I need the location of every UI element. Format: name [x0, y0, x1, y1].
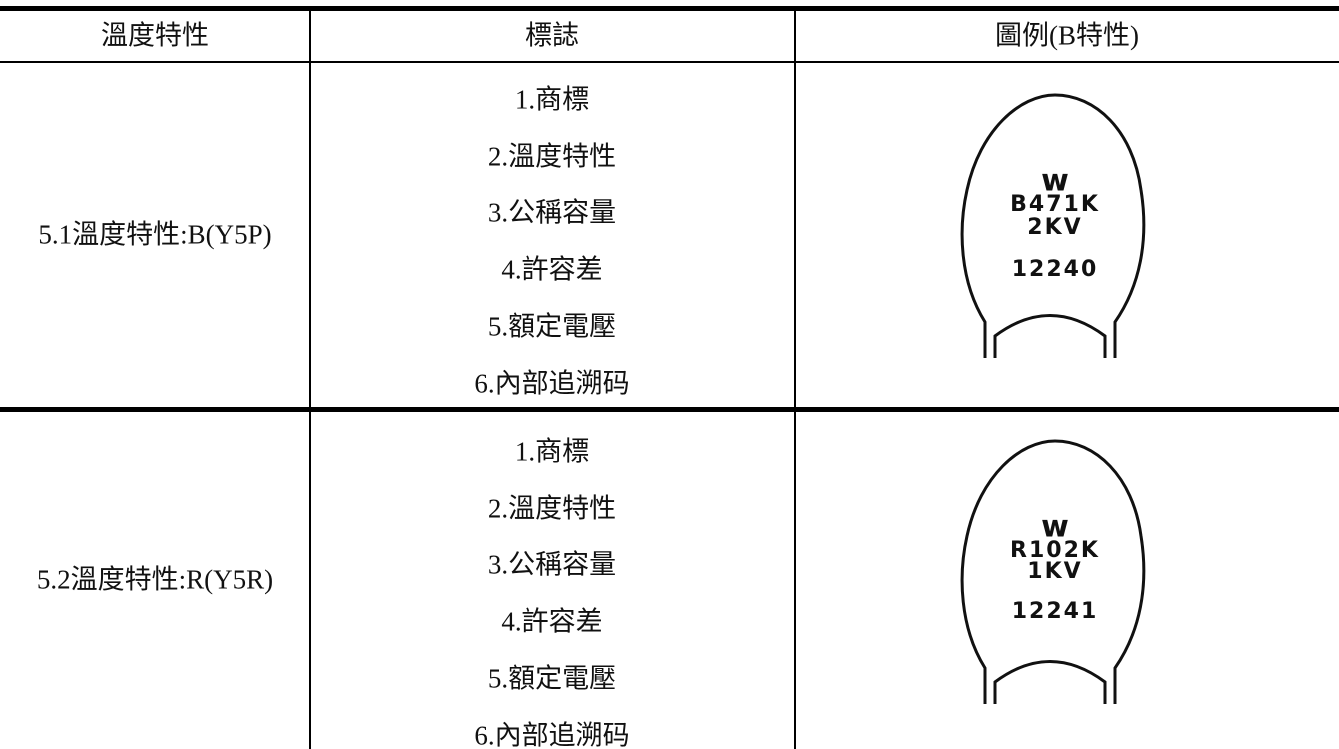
capacitor-outline [960, 93, 1146, 358]
marking-item: 2.溫度特性 [487, 493, 617, 524]
top-border [0, 6, 1339, 11]
marking-item: 3.公稱容量 [487, 197, 617, 228]
marking-item: 6.內部追溯码 [474, 720, 630, 749]
capacitor-outline [960, 439, 1146, 704]
marking-item: 1.商標 [514, 84, 590, 115]
column-divider [309, 11, 311, 749]
header-divider [0, 61, 1339, 63]
capacitor-marking: R102K [1010, 538, 1100, 563]
marking-item: 5.額定電壓 [487, 663, 617, 694]
marking-item: 2.溫度特性 [487, 141, 617, 172]
capacitor-leads [993, 660, 1107, 704]
capacitor-marking: 2KV [1027, 215, 1082, 240]
capacitor-leads [993, 314, 1107, 358]
capacitor-marking: 12240 [1012, 257, 1099, 282]
column-divider [794, 11, 796, 749]
header-cell: 標誌 [525, 20, 579, 51]
marking-item: 1.商標 [514, 436, 590, 467]
characteristic-cell: 5.2溫度特性:R(Y5R) [36, 564, 274, 595]
capacitor-marking: 12241 [1012, 599, 1099, 624]
marking-item: 3.公稱容量 [487, 549, 617, 580]
marking-item: 4.許容差 [501, 606, 603, 637]
header-cell: 圖例(B特性) [995, 20, 1139, 51]
capacitor-logo: w [1041, 164, 1069, 199]
marking-item: 6.內部追溯码 [474, 368, 630, 398]
characteristic-cell: 5.1溫度特性:B(Y5P) [38, 219, 272, 250]
capacitor-marking: 1KV [1027, 559, 1082, 584]
marking-item: 5.額定電壓 [487, 311, 617, 342]
capacitor-logo: w [1041, 510, 1069, 545]
row-divider [0, 407, 1339, 412]
marking-item: 4.許容差 [501, 254, 603, 285]
capacitor-marking: B471K [1010, 192, 1100, 217]
header-cell: 溫度特性 [101, 20, 209, 51]
